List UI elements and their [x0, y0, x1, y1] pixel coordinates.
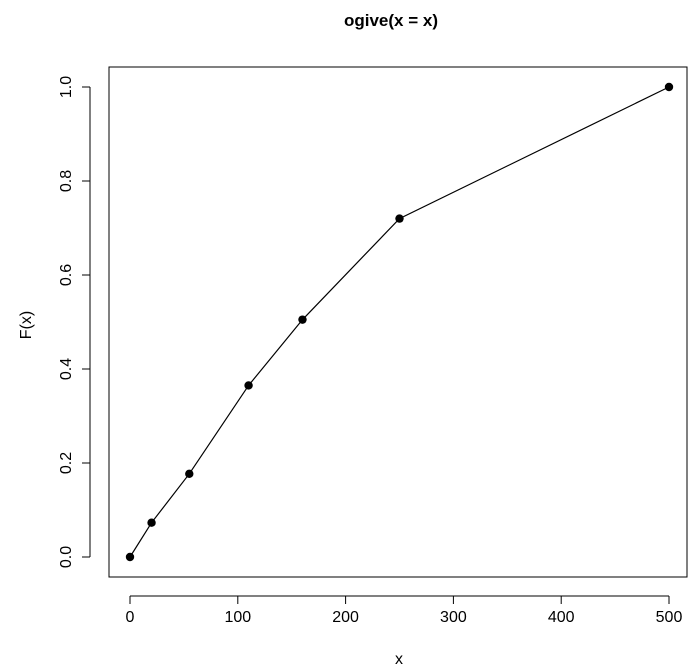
y-tick-label: 0.2	[58, 452, 75, 474]
y-tick-label: 0.0	[58, 546, 75, 568]
data-point	[147, 518, 156, 527]
x-axis: 0 100 200 300 400 500	[126, 595, 683, 626]
chart-title: ogive(x = x)	[344, 11, 438, 30]
data-point	[185, 469, 194, 479]
y-tick-label: 0.8	[58, 170, 75, 192]
data-point	[664, 82, 674, 92]
plot-area	[108, 66, 688, 578]
y-axis: 0.0 0.2 0.4 0.6 0.8 1.0	[58, 76, 91, 568]
y-axis-label: F(x)	[18, 311, 35, 339]
x-tick-label: 0	[126, 609, 135, 626]
x-tick-label: 100	[224, 609, 251, 626]
data-point	[298, 315, 307, 324]
y-tick-label: 0.4	[58, 358, 75, 380]
ogive-line	[129, 86, 670, 558]
x-tick-label: 300	[440, 609, 467, 626]
x-tick-label: 200	[332, 609, 359, 626]
y-tick-label: 1.0	[58, 76, 75, 98]
data-point	[125, 552, 135, 562]
x-tick-label: 500	[656, 609, 683, 626]
plot-box	[108, 66, 688, 578]
x-tick-label: 400	[548, 609, 575, 626]
data-point	[395, 214, 404, 223]
x-axis-label: x	[395, 651, 403, 668]
y-tick-label: 0.6	[58, 264, 75, 286]
data-point	[244, 381, 253, 390]
